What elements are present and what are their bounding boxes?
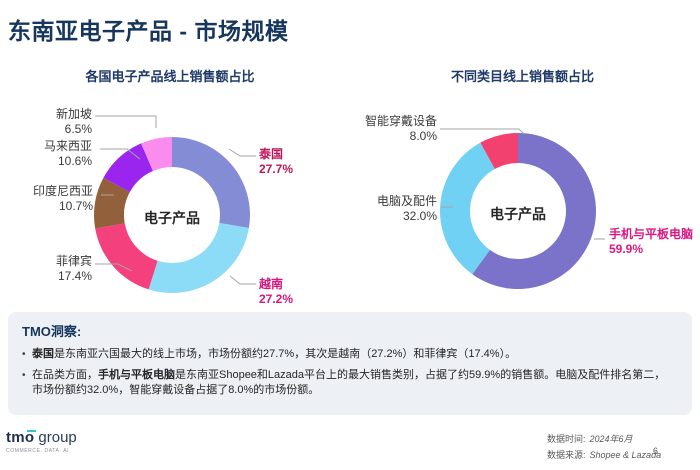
bullet-marker: • (22, 349, 26, 360)
insight-box: TMO洞察: • 泰国是东南亚六国最大的线上市场，市场份额约27.7%，其次是越… (8, 312, 692, 415)
left-chart-title: 各国电子产品线上销售额占比 (85, 69, 255, 84)
label-singapore-name: 新加坡 (55, 107, 92, 121)
label-mobile-tablet: 手机与平板电脑 59.9% (609, 227, 700, 257)
label-indonesia: 印度尼西亚 10.7% (20, 184, 93, 214)
bullet-text: 是东南亚Shopee和Lazada平台上的最大销售类别，占据了约59.9%的销售… (32, 369, 666, 396)
label-vietnam-value: 27.2% (259, 292, 294, 306)
logo-tagline: COMMERCE. DATA. AI (6, 448, 70, 454)
label-vietnam: 越南 27.2% (259, 277, 329, 307)
country-share-donut-chart (93, 137, 250, 293)
label-computers-value: 32.0% (402, 209, 437, 223)
label-mobile-tablet-name: 手机与平板电脑 (609, 227, 694, 241)
label-mobile-tablet-value: 59.9% (609, 242, 644, 256)
donut-segment-电脑及配件 (440, 142, 495, 275)
logo-tmo-text: tmo (6, 429, 35, 446)
donut-segment-菲律宾 (95, 223, 158, 290)
donut-segment-越南 (148, 223, 249, 293)
label-computers: 电脑及配件 32.0% (345, 194, 437, 224)
logo-accent-bar-icon (27, 430, 36, 432)
label-thailand-name: 泰国 (259, 147, 284, 161)
label-wearables: 智能穿戴设备 8.0% (345, 114, 437, 144)
data-source-label: 数据来源: (547, 450, 586, 460)
right-chart-title: 不同类目线上销售额占比 (450, 69, 594, 84)
page-number: 6 (653, 446, 659, 456)
insight-heading: TMO洞察: (22, 324, 82, 339)
donut-segment-手机与平板电脑 (472, 133, 596, 289)
insight-bullet-2-text: 在品类方面，手机与平板电脑是东南亚Shopee和Lazada平台上的最大销售类别… (32, 368, 676, 398)
left-donut-center-label: 电子产品 (144, 210, 200, 226)
label-philippines: 菲律宾 17.4% (30, 254, 92, 284)
page-title: 东南亚电子产品 - 市场规模 (8, 18, 289, 44)
label-wearables-value: 8.0% (409, 129, 437, 143)
donut-segment-泰国 (172, 137, 250, 229)
insight-bullet-1-text: 泰国是东南亚六国最大的线上市场，市场份额约27.7%，其次是越南（27.2%）和… (32, 347, 676, 362)
bullet-text: 是东南亚六国最大的线上市场，市场份额约27.7%，其次是越南（27.2%）和菲律… (54, 348, 517, 360)
label-malaysia-value: 10.6% (57, 154, 92, 168)
right-donut-center-label: 电子产品 (490, 206, 546, 222)
data-source-row: 数据来源: Shopee & Lazada (547, 447, 661, 463)
donut-segment-马来西亚 (103, 143, 153, 193)
label-thailand: 泰国 27.7% (259, 147, 329, 177)
label-thailand-value: 27.7% (259, 162, 294, 176)
leader-line-singapore (95, 115, 157, 128)
footer-metadata: 数据时间: 2024年6月 数据来源: Shopee & Lazada (547, 431, 661, 463)
data-time-label: 数据时间: (547, 434, 586, 444)
bullet-text: 在品类方面， (32, 369, 98, 381)
bullet-emphasis: 手机与平板电脑 (98, 369, 175, 381)
donut-segment-新加坡 (141, 137, 172, 171)
label-indonesia-name: 印度尼西亚 (32, 184, 93, 198)
label-singapore: 新加坡 6.5% (30, 107, 92, 137)
label-malaysia: 马来西亚 10.6% (25, 139, 92, 169)
insight-bullet-2: • 在品类方面，手机与平板电脑是东南亚Shopee和Lazada平台上的最大销售… (22, 368, 676, 398)
logo-wordmark: tmo group (6, 430, 77, 446)
bullet-emphasis: 泰国 (32, 348, 54, 360)
donut-segment-印度尼西亚 (93, 177, 130, 229)
label-philippines-name: 菲律宾 (55, 254, 92, 268)
insight-bullet-1: • 泰国是东南亚六国最大的线上市场，市场份额约27.7%，其次是越南（27.2%… (22, 347, 676, 362)
tmo-group-logo: tmo group COMMERCE. DATA. AI (6, 430, 77, 455)
label-wearables-name: 智能穿戴设备 (364, 114, 437, 128)
label-philippines-value: 17.4% (57, 269, 92, 283)
donut-segment-智能穿戴设备 (480, 133, 518, 169)
label-computers-name: 电脑及配件 (376, 194, 437, 208)
label-malaysia-name: 马来西亚 (43, 139, 92, 153)
label-vietnam-name: 越南 (259, 277, 284, 291)
label-singapore-value: 6.5% (64, 122, 92, 136)
data-source-value: Shopee & Lazada (589, 450, 662, 460)
bullet-marker: • (22, 370, 26, 381)
category-share-donut-chart (440, 133, 596, 289)
data-time-row: 数据时间: 2024年6月 (547, 431, 661, 447)
logo-group-text: group (38, 429, 77, 446)
label-indonesia-value: 10.7% (58, 199, 93, 213)
data-time-value: 2024年6月 (589, 434, 633, 444)
